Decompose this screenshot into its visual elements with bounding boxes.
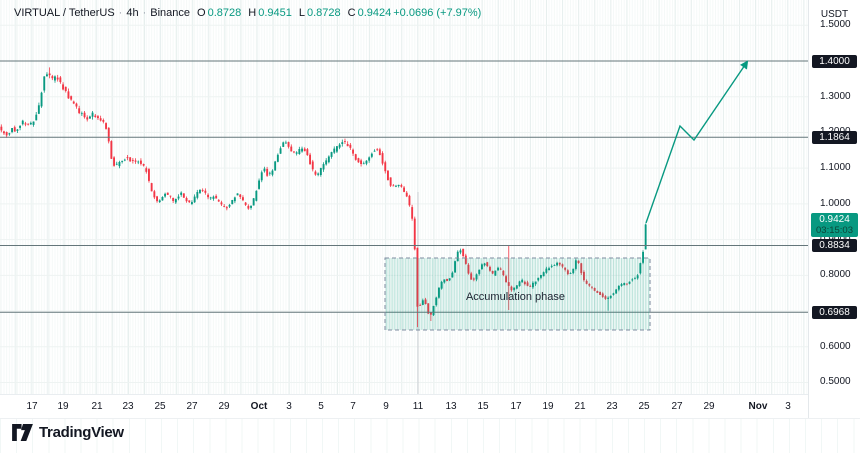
price-chart-canvas[interactable] bbox=[0, 0, 808, 394]
high-tag: H bbox=[248, 7, 257, 19]
bottom-strip bbox=[0, 418, 860, 453]
separator-dot: · bbox=[118, 7, 123, 19]
time-label: 25 bbox=[154, 401, 166, 412]
symbol-header[interactable]: VIRTUAL / TetherUS · 4h · Binance O 0.8728 H 0.9… bbox=[14, 7, 481, 19]
accumulation-box[interactable] bbox=[384, 257, 651, 331]
time-label: 21 bbox=[574, 401, 586, 412]
axis-currency-label: USDT bbox=[820, 9, 849, 20]
grid bbox=[0, 0, 808, 394]
change-value: +0.0696 (+7.97%) bbox=[393, 7, 482, 19]
time-label: 29 bbox=[218, 401, 230, 412]
accumulation-phase-label[interactable]: Accumulation phase bbox=[465, 291, 566, 303]
time-label: 19 bbox=[57, 401, 69, 412]
time-label: 17 bbox=[510, 401, 522, 412]
tradingview-logo-text: TradingView bbox=[39, 424, 124, 441]
time-axis[interactable]: 17 19 21 23 25 27 29 Oct 3 5 7 9 11 13 15 17 19 21 23 25 27 2… bbox=[0, 394, 808, 418]
price-tick: 0.5000 bbox=[820, 376, 851, 388]
price-tick: 1.5000 bbox=[820, 19, 851, 31]
time-label: 17 bbox=[26, 401, 38, 412]
time-label: Oct bbox=[250, 401, 268, 412]
time-label: 9 bbox=[383, 401, 389, 412]
price-line-label: 0.8834 bbox=[812, 239, 857, 253]
time-label: 13 bbox=[445, 401, 457, 412]
time-label: 25 bbox=[638, 401, 650, 412]
price-tick: 1.0000 bbox=[820, 197, 851, 209]
tradingview-logo[interactable]: TradingView bbox=[12, 424, 124, 441]
time-label: 27 bbox=[671, 401, 683, 412]
projection-trend-line[interactable] bbox=[645, 60, 749, 224]
low-value: 0.8728 bbox=[306, 7, 341, 19]
time-label: 5 bbox=[318, 401, 324, 412]
price-tick: 0.8000 bbox=[820, 269, 851, 281]
price-tick: 0.6000 bbox=[820, 340, 851, 352]
high-value: 0.9451 bbox=[258, 7, 292, 19]
price-line-label: 0.6968 bbox=[812, 305, 857, 319]
separator-dot: · bbox=[142, 7, 147, 19]
time-label: 27 bbox=[186, 401, 198, 412]
time-label: 11 bbox=[412, 401, 424, 412]
time-label: 3 bbox=[785, 401, 791, 412]
open-tag: O bbox=[197, 7, 206, 19]
time-label: 29 bbox=[703, 401, 715, 412]
price-tick: 1.3000 bbox=[820, 90, 851, 102]
close-value: 0.9424 bbox=[357, 7, 392, 19]
time-label: 23 bbox=[122, 401, 134, 412]
open-value: 0.8728 bbox=[207, 7, 242, 19]
low-tag: L bbox=[298, 7, 305, 19]
price-line-label: 1.1864 bbox=[812, 130, 857, 144]
tradingview-logo-icon bbox=[12, 424, 33, 441]
time-label: Nov bbox=[748, 401, 768, 412]
interval-label[interactable]: 4h bbox=[126, 7, 139, 19]
time-label: 23 bbox=[606, 401, 618, 412]
last-price-label: 0.9424 03:15:03 bbox=[811, 213, 858, 238]
time-label: 7 bbox=[350, 401, 356, 412]
price-line-label: 1.4000 bbox=[812, 54, 857, 68]
time-label: 3 bbox=[286, 401, 292, 412]
exchange-label: Binance bbox=[150, 7, 191, 19]
close-tag: C bbox=[347, 7, 356, 19]
time-label: 21 bbox=[91, 401, 103, 412]
time-label: 19 bbox=[542, 401, 554, 412]
symbol-name[interactable]: VIRTUAL / TetherUS bbox=[14, 7, 115, 19]
countdown-timer: 03:15:03 bbox=[816, 225, 853, 237]
price-axis[interactable]: USDT 0.9424 03:15:03 1.50001.30001.20001… bbox=[808, 0, 860, 418]
time-label: 15 bbox=[477, 401, 489, 412]
last-price-value: 0.9424 bbox=[819, 214, 850, 226]
price-tick: 1.1000 bbox=[820, 162, 851, 174]
